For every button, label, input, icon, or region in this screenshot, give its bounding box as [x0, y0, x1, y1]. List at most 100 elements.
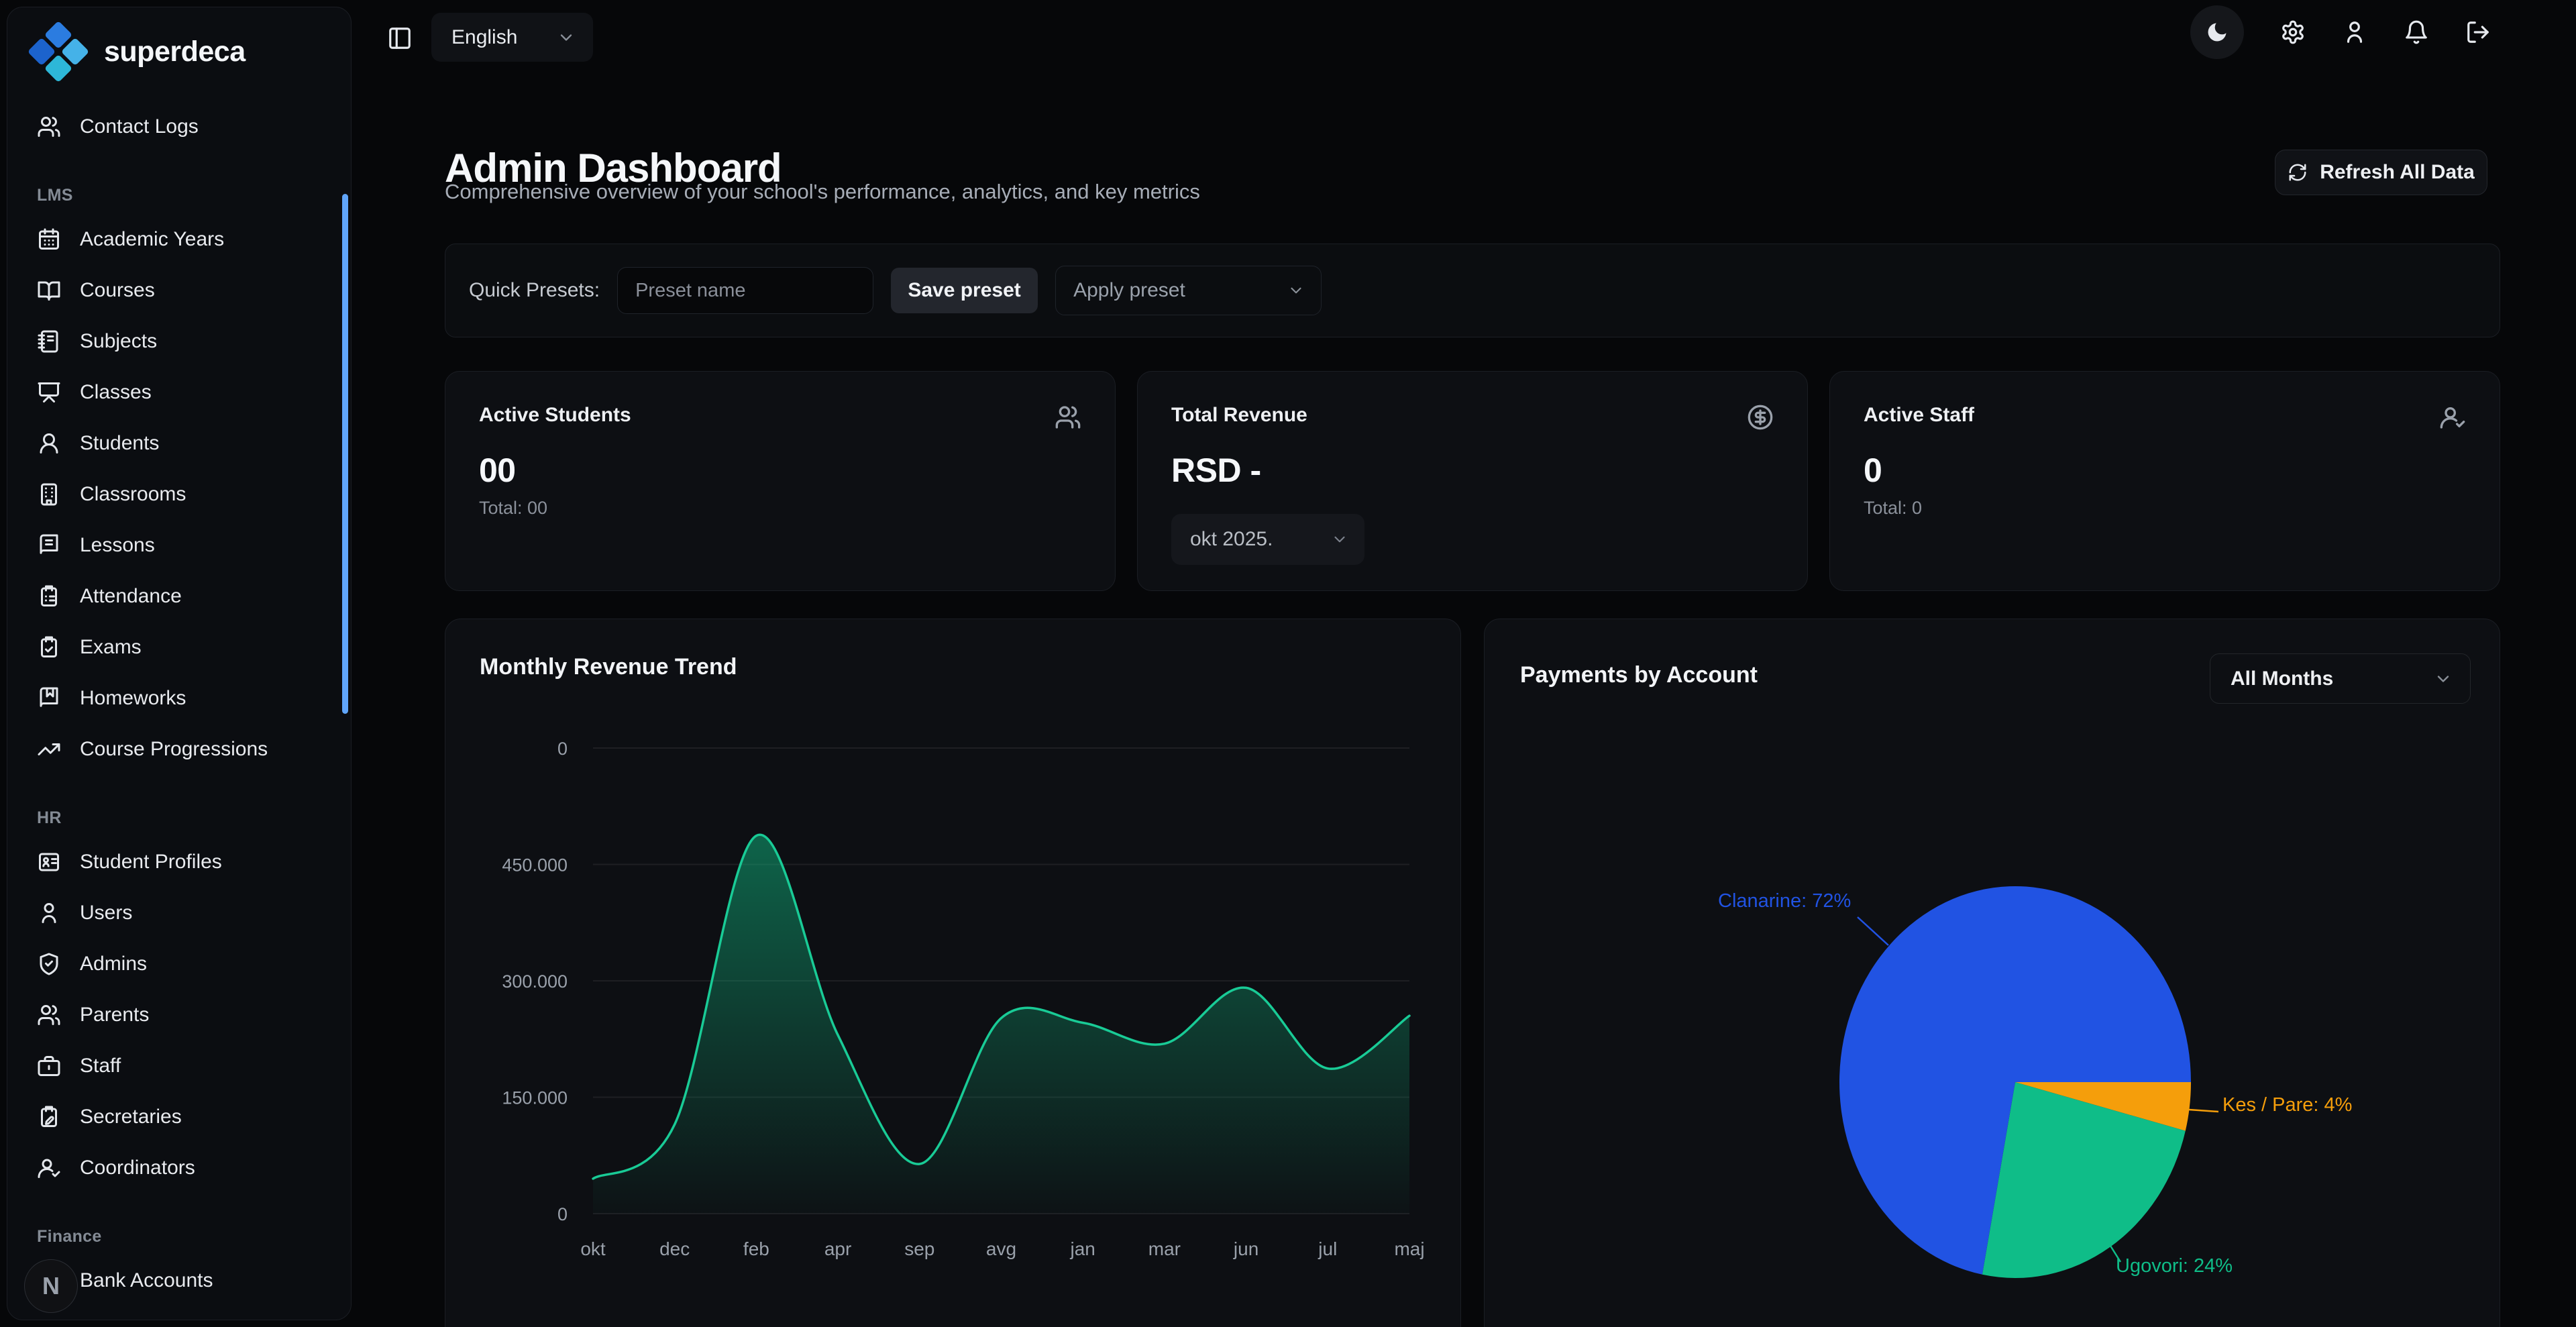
sidebar-item-contact-logs[interactable]: Contact Logs: [7, 101, 351, 152]
svg-text:maj: maj: [1394, 1238, 1424, 1259]
users-icon: [37, 115, 61, 139]
refresh-button-label: Refresh All Data: [2320, 161, 2475, 184]
sidebar-item-lessons[interactable]: Lessons: [7, 520, 351, 571]
sidebar-item-subjects[interactable]: Subjects: [7, 316, 351, 367]
clipboard-list-icon: [37, 584, 61, 608]
log-out-icon: [2465, 19, 2491, 45]
stat-card-title: Active Students: [479, 404, 631, 427]
svg-text:0: 0: [557, 739, 568, 759]
apply-preset-select[interactable]: Apply preset: [1055, 266, 1322, 315]
topbar-actions: [2190, 0, 2491, 64]
svg-text:450.000: 450.000: [502, 855, 568, 875]
preset-name-input[interactable]: [617, 267, 873, 314]
sidebar-item-label: Exams: [80, 636, 142, 659]
sidebar-item-admins[interactable]: Admins: [7, 939, 351, 990]
user-check-icon: [37, 1156, 61, 1180]
payments-by-account-card: Payments by Account All Months Clanarine…: [1484, 619, 2500, 1327]
presentation-icon: [37, 380, 61, 405]
sidebar-item-classes[interactable]: Classes: [7, 367, 351, 418]
svg-text:jan: jan: [1070, 1238, 1095, 1259]
theme-toggle-button[interactable]: [2190, 5, 2244, 59]
clipboard-check-icon: [37, 635, 61, 659]
svg-text:apr: apr: [824, 1238, 851, 1259]
sidebar-item-label: Staff: [80, 1055, 121, 1077]
sidebar-item-exams[interactable]: Exams: [7, 622, 351, 673]
svg-text:mar: mar: [1148, 1238, 1181, 1259]
book-open-icon: [37, 278, 61, 303]
sidebar-item-label: Student Profiles: [80, 851, 222, 873]
calendar-icon: [37, 227, 61, 252]
chevron-down-icon: [1287, 282, 1305, 299]
stat-card-title: Active Staff: [1864, 404, 1974, 427]
trending-up-icon: [37, 737, 61, 761]
sidebar-item-coordinators[interactable]: Coordinators: [7, 1143, 351, 1193]
sidebar-item-users[interactable]: Users: [7, 888, 351, 939]
superdeca-logo-icon: [32, 25, 85, 78]
book-text-icon: [37, 533, 61, 558]
sidebar-toggle-button[interactable]: [386, 24, 414, 52]
logout-button[interactable]: [2465, 19, 2491, 45]
settings-icon: [2280, 19, 2306, 45]
pie-label-kes-pare: Kes / Pare: 4%: [2222, 1094, 2352, 1116]
briefcase-icon: [37, 1054, 61, 1078]
user-icon: [2342, 19, 2367, 45]
sidebar: superdeca Contact LogsLMSAcademic YearsC…: [7, 7, 352, 1320]
svg-text:jun: jun: [1233, 1238, 1258, 1259]
sidebar-scrollbar[interactable]: [342, 194, 348, 714]
language-select-value: English: [451, 26, 517, 49]
sidebar-item-label: Attendance: [80, 585, 182, 608]
pie-label-ugovori: Ugovori: 24%: [2116, 1255, 2233, 1277]
sidebar-item-course-progressions[interactable]: Course Progressions: [7, 724, 351, 775]
monthly-revenue-card: Monthly Revenue Trend 0450.000300.000150…: [445, 619, 1461, 1327]
user-icon: [37, 901, 61, 925]
revenue-month-select[interactable]: okt 2025.: [1171, 514, 1364, 565]
stat-card-total: Total: 00: [479, 498, 1081, 519]
shield-check-icon: [37, 952, 61, 976]
sidebar-item-label: Bank Accounts: [80, 1269, 213, 1292]
payments-pie-chart: [1485, 619, 2501, 1327]
sidebar-item-label: Users: [80, 902, 132, 924]
sidebar-item-courses[interactable]: Courses: [7, 265, 351, 316]
sidebar-item-label: Courses: [80, 279, 155, 302]
users-icon: [1055, 404, 1081, 431]
sidebar-item-label: Coordinators: [80, 1157, 195, 1179]
refresh-all-data-button[interactable]: Refresh All Data: [2275, 150, 2487, 195]
sidebar-item-label: Admins: [80, 953, 147, 975]
logo[interactable]: superdeca: [7, 7, 351, 88]
stat-card-title: Total Revenue: [1171, 404, 1307, 427]
user-check-icon: [2439, 404, 2466, 431]
svg-text:jul: jul: [1318, 1238, 1337, 1259]
svg-text:dec: dec: [659, 1238, 690, 1259]
pie-label-clanarine: Clanarine: 72%: [1718, 890, 1851, 912]
sidebar-section-title: Finance: [7, 1218, 351, 1255]
profile-button[interactable]: [2342, 19, 2367, 45]
save-preset-button[interactable]: Save preset: [891, 268, 1038, 313]
settings-button[interactable]: [2280, 19, 2306, 45]
sidebar-item-student-profiles[interactable]: Student Profiles: [7, 837, 351, 888]
sidebar-item-attendance[interactable]: Attendance: [7, 571, 351, 622]
sidebar-item-label: Classrooms: [80, 483, 186, 506]
sidebar-item-secretaries[interactable]: Secretaries: [7, 1092, 351, 1143]
sidebar-item-staff[interactable]: Staff: [7, 1041, 351, 1092]
revenue-month-select-value: okt 2025.: [1190, 528, 1273, 551]
language-select[interactable]: English: [431, 13, 593, 62]
svg-text:300.000: 300.000: [502, 971, 568, 992]
nextjs-dev-badge[interactable]: N: [24, 1259, 78, 1313]
sidebar-item-classrooms[interactable]: Classrooms: [7, 469, 351, 520]
stat-card-active-staff: Active Staff0Total: 0: [1829, 371, 2500, 591]
notifications-button[interactable]: [2404, 19, 2429, 45]
page-subtitle: Comprehensive overview of your school's …: [445, 180, 1200, 204]
page: superdeca Contact LogsLMSAcademic YearsC…: [0, 0, 2576, 1327]
sidebar-item-students[interactable]: Students: [7, 418, 351, 469]
sidebar-item-label: Lessons: [80, 534, 155, 557]
stat-card-active-students: Active Students00Total: 00: [445, 371, 1116, 591]
sidebar-item-parents[interactable]: Parents: [7, 990, 351, 1041]
sidebar-item-academic-years[interactable]: Academic Years: [7, 214, 351, 265]
dollar-circle-icon: [1747, 404, 1774, 431]
stats-row: Active Students00Total: 00Total RevenueR…: [445, 371, 2500, 591]
book-marked-icon: [37, 686, 61, 710]
building-icon: [37, 482, 61, 507]
stat-card-total: Total: 0: [1864, 498, 2466, 519]
sidebar-item-homeworks[interactable]: Homeworks: [7, 673, 351, 724]
apply-preset-label: Apply preset: [1073, 279, 1185, 302]
